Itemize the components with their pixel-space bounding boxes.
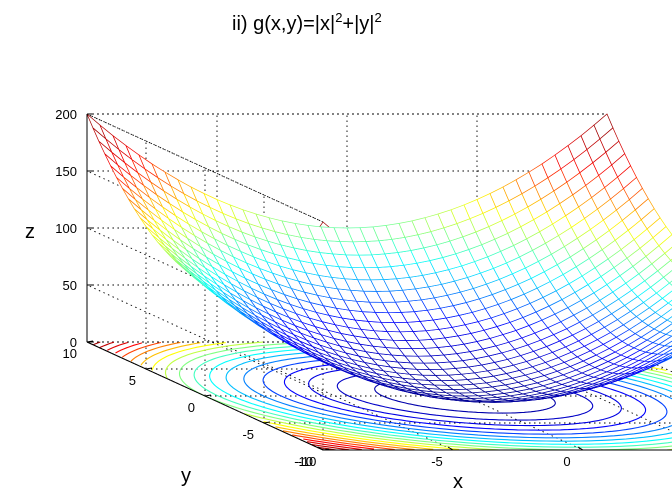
contour-line [307,441,362,451]
y-tick-mark [322,448,330,451]
contour-line [122,341,162,358]
z-tick-label: 200 [55,107,77,122]
surface-cell [661,290,672,304]
surface-cell [666,316,672,323]
z-tick-label: 0 [70,335,77,350]
y-tick-label: -10 [294,454,313,469]
y-tick-label: 5 [129,373,136,388]
title-exponent-1: 2 [335,10,342,25]
contour-line [311,443,350,451]
surface-cell [659,323,672,335]
surface-cell [664,246,672,261]
x-tick-mark [577,446,584,451]
contour-line [275,426,434,450]
x-axis-label: x [453,471,463,493]
contour-line [666,448,672,451]
z-tick-label: 100 [55,221,77,236]
y-tick-mark [86,340,94,343]
contour-line [303,438,375,450]
grid-line-top [86,113,324,223]
y-tick-mark [263,421,271,424]
y-tick-label: -5 [242,427,254,442]
x-tick-label: -5 [431,454,443,469]
contour-line [292,434,395,451]
surface-mesh [86,113,672,403]
grid-line-z [86,170,607,280]
x-tick-mark [317,446,324,451]
contour-line [107,341,128,351]
chart-title: ii) g(x,y)=|x|2+|y|2 [232,10,382,35]
z-tick-label: 150 [55,164,77,179]
y-tick-label: 10 [63,346,77,361]
contour-line [140,342,201,366]
surface-cell [593,113,614,140]
y-tick-mark [204,394,212,397]
contour-line [92,341,101,346]
x-tick-label: -10 [298,454,317,469]
surface-cell [667,299,672,306]
contour-line [243,412,499,451]
contour-line [164,341,264,379]
title-main: ii) g(x,y)=|x| [232,13,335,35]
surface-cell [660,308,672,321]
y-axis-label: y [181,465,191,487]
contour-line [130,341,181,362]
y-tick-label: 0 [188,400,195,415]
surface-cell [663,269,672,284]
x-tick-label: 0 [563,454,570,469]
contour-line [263,420,460,450]
y-tick-mark [145,367,153,370]
surface-cell [665,329,672,337]
grid-line-z [86,113,607,223]
x-tick-mark [447,446,454,451]
title-exponent-2: 2 [375,10,382,25]
contour-line [151,342,226,371]
grid-line-x-floor [346,341,584,451]
surface-cell [668,280,672,286]
contour-line [99,341,115,349]
z-tick-label: 50 [63,278,77,293]
z-axis-label: z [25,221,35,243]
contour-line [282,430,415,451]
contour-line [115,342,143,354]
title-mid: +|y| [342,13,374,35]
axes [86,113,672,451]
